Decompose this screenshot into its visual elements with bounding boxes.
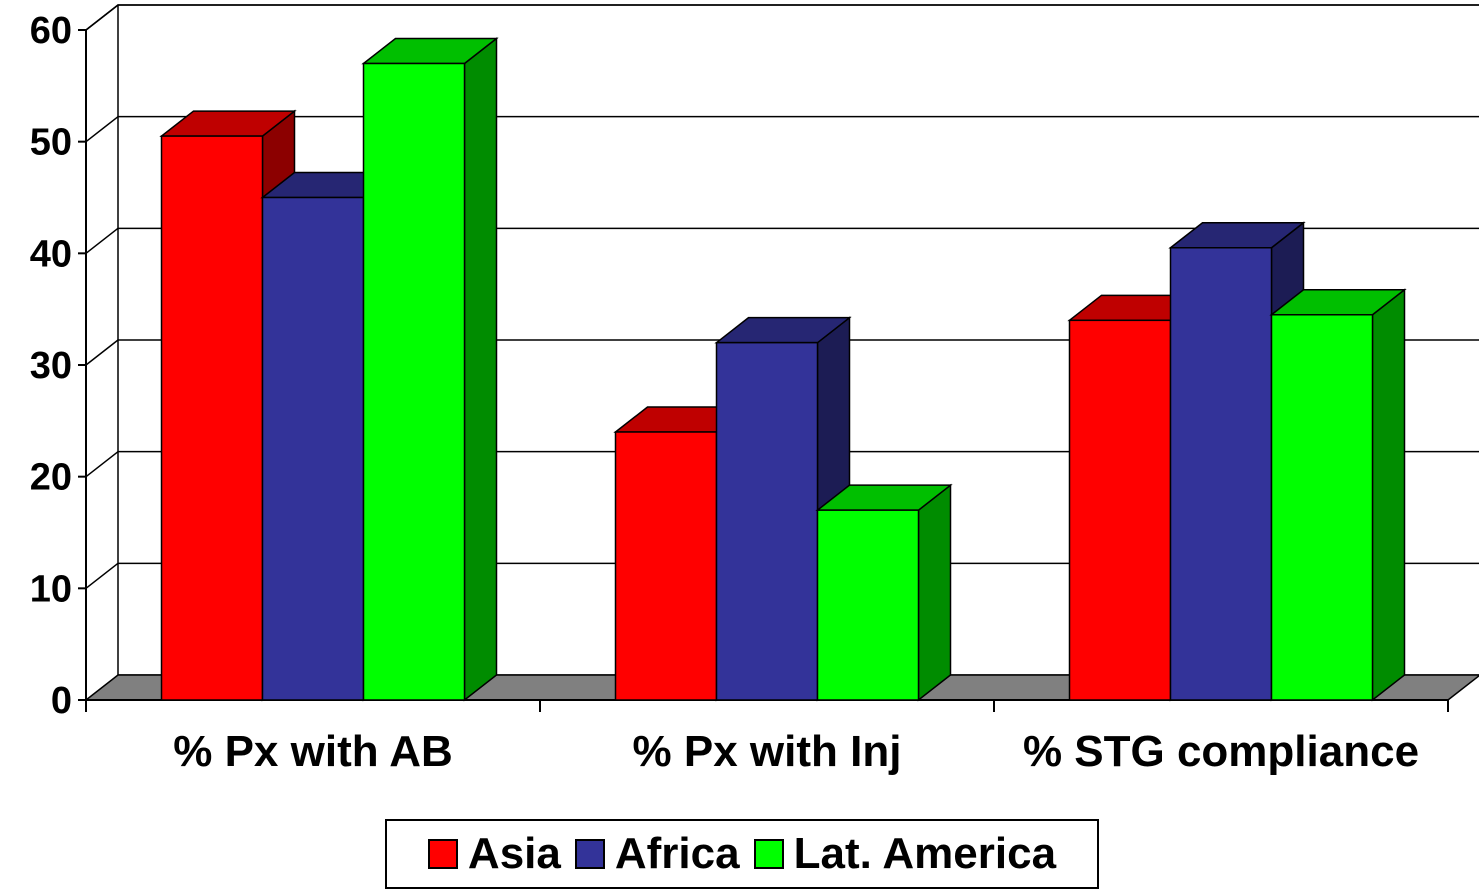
- y-tick-label: 30: [30, 345, 72, 387]
- bar-lat-america-3: [1270, 314, 1374, 701]
- bar-lat-america-1: [362, 62, 466, 701]
- x-tick-label: % STG compliance: [1023, 727, 1419, 776]
- x-tick-label: % Px with Inj: [633, 727, 902, 776]
- bar-lat-america-1-side: [463, 36, 498, 702]
- bar-lat-america-2-side: [917, 483, 952, 702]
- gridline-side: [85, 562, 119, 589]
- bar-asia-1: [160, 135, 264, 701]
- legend-item-asia: Asia: [427, 829, 561, 879]
- bar-lat-america-2: [816, 509, 920, 701]
- y-axis-top-edge: [85, 4, 119, 31]
- bar-lat-america-3-side: [1371, 288, 1406, 702]
- legend-swatch-lat-america: [753, 839, 784, 869]
- gridline-side: [85, 339, 119, 366]
- gridline-side: [85, 227, 119, 254]
- y-tick-label: 50: [30, 122, 72, 164]
- y-tick-label: 0: [51, 680, 72, 722]
- legend: Asia Africa Lat. America: [385, 819, 1099, 889]
- x-tick-label: % Px with AB: [173, 727, 453, 776]
- y-tick-label: 40: [30, 233, 72, 275]
- bar-africa-1: [261, 196, 365, 701]
- y-tick-label: 20: [30, 457, 72, 499]
- legend-label-africa: Africa: [614, 829, 740, 878]
- y-tick-label: 60: [30, 10, 72, 52]
- bar-asia-2: [614, 431, 718, 701]
- legend-label-lat-america: Lat. America: [793, 829, 1057, 878]
- bar-asia-3: [1068, 319, 1172, 701]
- bar-africa-2: [715, 341, 819, 701]
- y-tick-label: 10: [30, 568, 72, 610]
- legend-swatch-africa: [574, 839, 605, 869]
- gridline-side: [85, 451, 119, 478]
- bar-africa-3: [1169, 247, 1273, 701]
- gridline-side: [85, 116, 119, 143]
- legend-label-asia: Asia: [467, 829, 561, 878]
- legend-swatch-asia: [427, 839, 458, 869]
- legend-item-africa: Africa: [574, 829, 740, 879]
- legend-item-lat-america: Lat. America: [753, 829, 1057, 879]
